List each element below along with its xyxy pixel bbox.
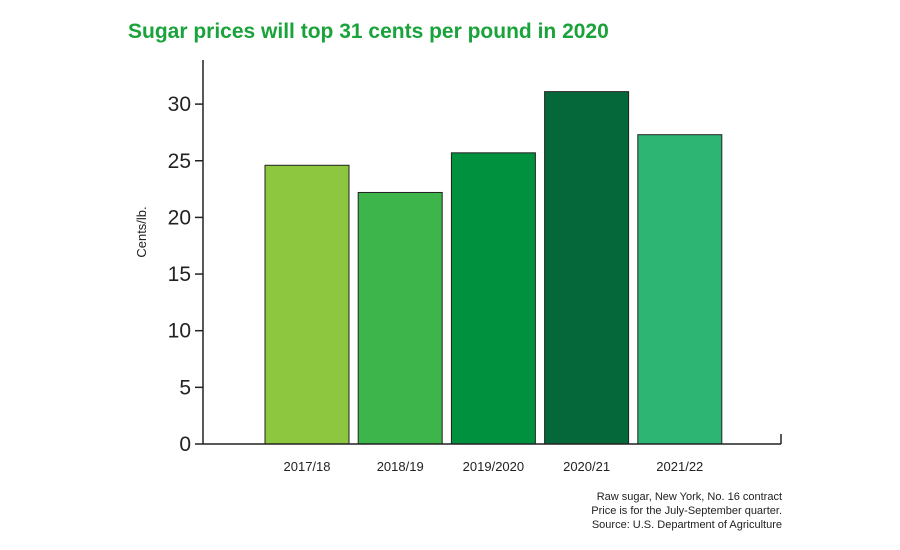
bar-2021-22: [637, 134, 723, 445]
footnote-line: Source: U.S. Department of Agriculture: [591, 519, 782, 531]
source-footnote: Raw sugar, New York, No. 16 contract Pri…: [591, 490, 782, 532]
y-axis-title: Cents/lb.: [134, 206, 149, 257]
y-tick-label: 20: [168, 206, 191, 229]
y-tick-label: 30: [168, 93, 191, 116]
bar-2017-18: [264, 164, 350, 445]
footnote-line: Price is for the July-September quarter.: [591, 505, 782, 517]
x-tick-label: 2017/18: [284, 459, 331, 474]
x-labels-layer: 2017/18 2018/19 2019/2020 2020/21 2021/22: [284, 459, 704, 474]
bar-2019-2020: [450, 152, 536, 445]
footnote-line: Raw sugar, New York, No. 16 contract: [596, 491, 782, 503]
ticks-layer: 0 5 10 15 20 25 30: [168, 93, 203, 456]
x-tick-label: 2018/19: [377, 459, 424, 474]
y-axis-title-group: Cents/lb.: [134, 206, 149, 257]
y-tick-label: 10: [168, 320, 191, 343]
bar-2020-21: [544, 91, 630, 445]
x-tick-label: 2019/2020: [463, 459, 524, 474]
x-tick-label: 2020/21: [563, 459, 610, 474]
y-tick-label: 5: [179, 376, 191, 399]
chart-title: Sugar prices will top 31 cents per pound…: [128, 20, 609, 43]
bar-2018-19: [357, 191, 443, 445]
bars-layer: [264, 91, 723, 445]
y-tick-label: 0: [179, 433, 191, 456]
y-tick-label: 25: [168, 150, 191, 173]
y-tick-label: 15: [168, 263, 191, 286]
x-tick-label: 2021/22: [656, 459, 703, 474]
